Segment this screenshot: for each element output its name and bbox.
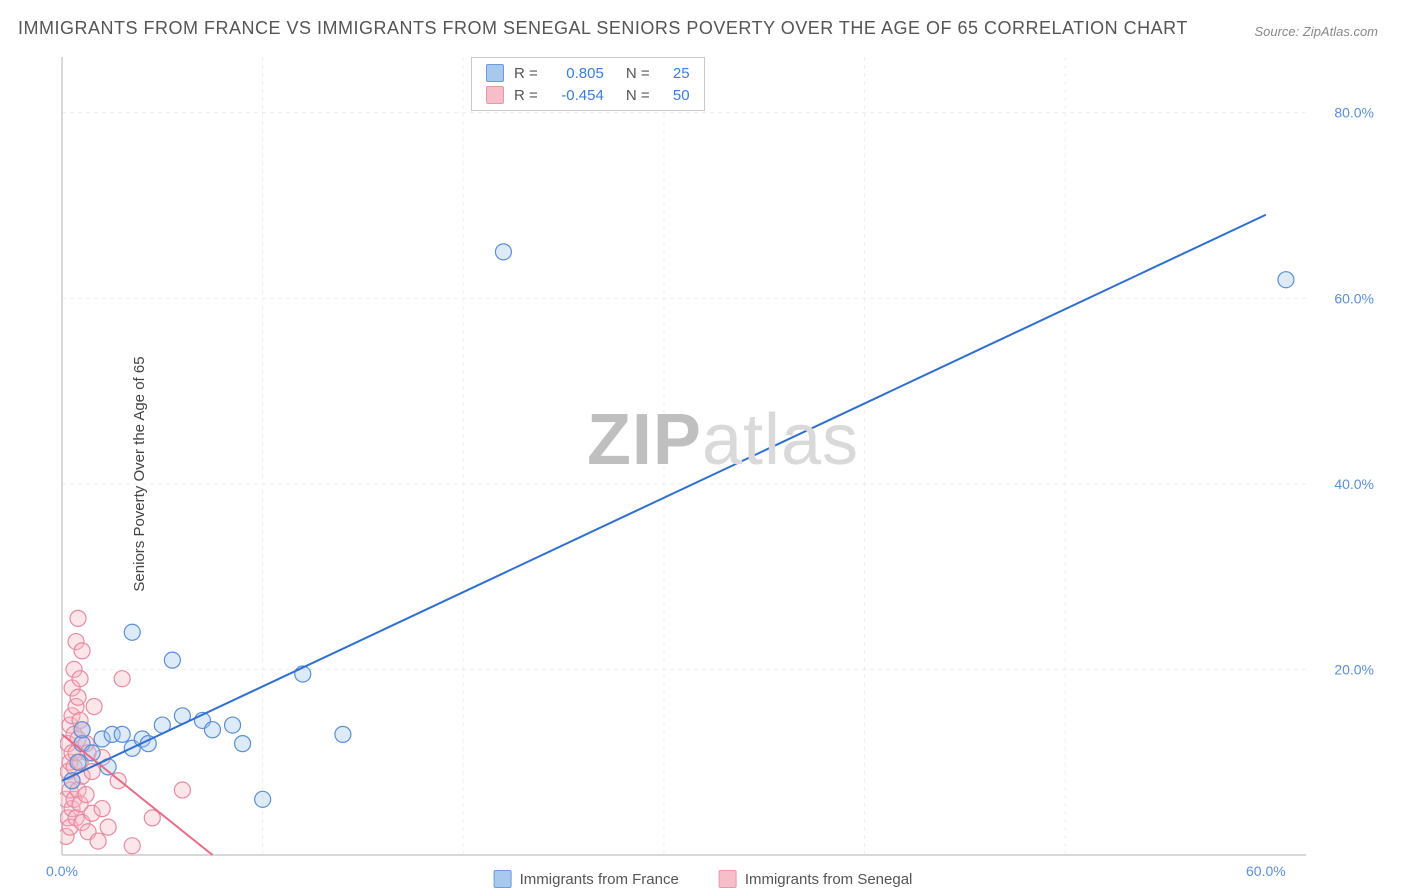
scatter-point [70, 754, 86, 770]
scatter-point [174, 782, 190, 798]
scatter-point [100, 819, 116, 835]
stats-n-label: N = [626, 65, 650, 82]
scatter-point [164, 652, 180, 668]
scatter-point [124, 624, 140, 640]
stats-n-value: 50 [660, 87, 690, 104]
stats-row: R = -0.454 N = 50 [472, 84, 704, 106]
y-tick-label: 60.0% [1334, 290, 1374, 306]
legend-swatch [719, 870, 737, 888]
plot-area: ZIPatlas 20.0%40.0%60.0%80.0% R =0.805N … [60, 55, 1386, 857]
stats-swatch [486, 64, 504, 82]
scatter-point [74, 722, 90, 738]
scatter-point [124, 838, 140, 854]
stats-r-label: R = [514, 65, 538, 82]
scatter-point [204, 722, 220, 738]
stats-n-label: N = [626, 87, 650, 104]
scatter-point [495, 244, 511, 260]
scatter-point [86, 699, 102, 715]
scatter-point [78, 787, 94, 803]
chart-container: Seniors Poverty Over the Age of 65 ZIPat… [0, 55, 1406, 892]
scatter-point [94, 801, 110, 817]
scatter-point [114, 671, 130, 687]
chart-source: Source: ZipAtlas.com [1254, 24, 1378, 39]
scatter-point [1278, 272, 1294, 288]
scatter-point [70, 689, 86, 705]
stats-swatch [486, 86, 504, 104]
scatter-plot-svg: 20.0% 40.0% 60.0% 80.0% [60, 55, 1386, 857]
legend-label: Immigrants from France [520, 871, 679, 888]
scatter-point [335, 726, 351, 742]
chart-title: IMMIGRANTS FROM FRANCE VS IMMIGRANTS FRO… [18, 18, 1188, 39]
legend-item: Immigrants from France [494, 870, 679, 888]
x-tick-label: 60.0% [1246, 863, 1286, 879]
scatter-point [225, 717, 241, 733]
scatter-point [74, 643, 90, 659]
bottom-legend: Immigrants from France Immigrants from Se… [494, 870, 913, 888]
legend-label: Immigrants from Senegal [745, 871, 913, 888]
x-tick-label: 0.0% [46, 863, 78, 879]
scatter-point [72, 671, 88, 687]
legend-item: Immigrants from Senegal [719, 870, 913, 888]
correlation-stats-box: R = 0.805 N = 25 R = -0.454 N = 50 [471, 57, 705, 111]
stats-r-value: 0.805 [548, 65, 604, 82]
legend-swatch [494, 870, 512, 888]
stats-r-label: R = [514, 87, 538, 104]
scatter-point [70, 610, 86, 626]
y-tick-label: 80.0% [1334, 105, 1374, 121]
scatter-point [114, 726, 130, 742]
y-tick-label: 20.0% [1334, 661, 1374, 677]
stats-row: R = 0.805 N = 25 [472, 62, 704, 84]
scatter-point [255, 791, 271, 807]
stats-n-value: 25 [660, 65, 690, 82]
scatter-point [90, 833, 106, 849]
scatter-point [235, 736, 251, 752]
stats-r-value: -0.454 [548, 87, 604, 104]
y-tick-label: 40.0% [1334, 476, 1374, 492]
